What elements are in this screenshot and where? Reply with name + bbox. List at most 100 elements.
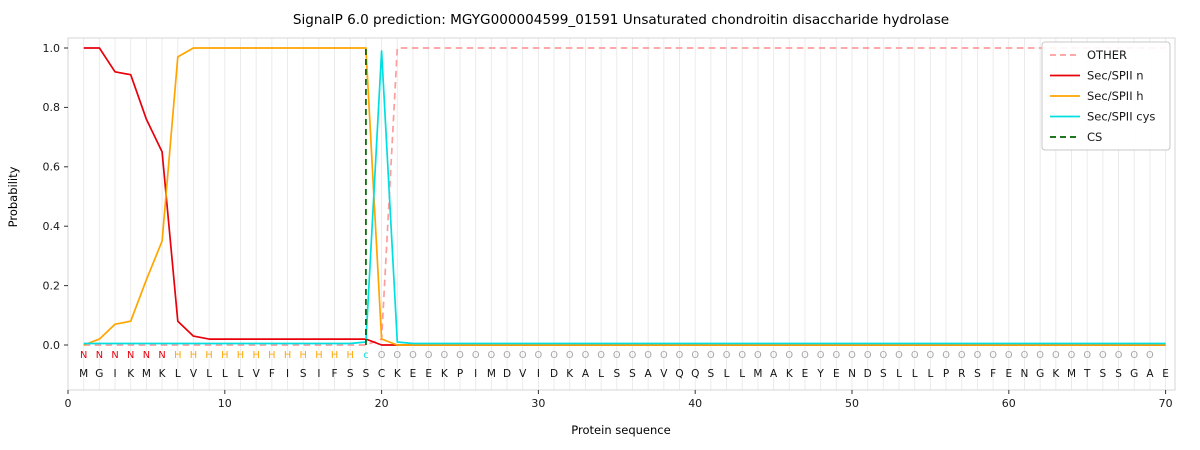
residue-letter: E <box>1162 368 1169 380</box>
residue-letter: G <box>1036 368 1044 380</box>
region-label: H <box>284 350 291 361</box>
region-label: N <box>80 350 87 361</box>
region-label: O <box>519 350 527 361</box>
residue-letter: M <box>79 368 88 380</box>
residue-letter: A <box>582 368 590 380</box>
region-label: O <box>1052 350 1060 361</box>
residue-letter: S <box>629 368 636 380</box>
residue-letter: I <box>537 368 540 380</box>
residue-letter: R <box>958 368 965 380</box>
y-tick-label: 0.8 <box>43 101 61 114</box>
residue-letter: S <box>1100 368 1107 380</box>
region-label: O <box>1036 350 1044 361</box>
region-label: O <box>738 350 746 361</box>
residue-letter: K <box>127 368 135 380</box>
region-label: O <box>927 350 935 361</box>
region-label: O <box>770 350 778 361</box>
region-label: O <box>440 350 448 361</box>
region-label: H <box>315 350 322 361</box>
residue-letter: K <box>566 368 574 380</box>
legend-label: CS <box>1087 130 1102 144</box>
residue-letter: S <box>974 368 981 380</box>
residue-letter: M <box>753 368 762 380</box>
region-label: N <box>143 350 150 361</box>
region-label: O <box>456 350 464 361</box>
residue-letter: L <box>598 368 604 380</box>
residue-letter: L <box>175 368 181 380</box>
legend-item-cs: CS <box>1050 130 1102 144</box>
residue-letter: L <box>238 368 244 380</box>
region-label: O <box>393 350 401 361</box>
region-label: H <box>174 350 181 361</box>
region-label: O <box>848 350 856 361</box>
region-label: O <box>535 350 543 361</box>
residue-letter: S <box>1115 368 1122 380</box>
residue-letter: M <box>487 368 496 380</box>
x-tick-label: 70 <box>1159 397 1173 410</box>
residue-letter: S <box>347 368 354 380</box>
region-label: O <box>1115 350 1123 361</box>
residue-letter: G <box>1130 368 1138 380</box>
residue-letter: F <box>332 368 338 380</box>
region-label: H <box>237 350 244 361</box>
region-label: H <box>268 350 275 361</box>
x-tick-label: 20 <box>375 397 389 410</box>
region-label: O <box>550 350 558 361</box>
region-label: O <box>1021 350 1029 361</box>
residue-letter: N <box>1021 368 1029 380</box>
residue-letter: D <box>503 368 511 380</box>
region-label: O <box>1146 350 1154 361</box>
region-label: O <box>409 350 417 361</box>
region-label: O <box>832 350 840 361</box>
x-tick-label: 30 <box>531 397 545 410</box>
x-axis-label: Protein sequence <box>571 423 670 437</box>
region-label: O <box>425 350 433 361</box>
region-label: O <box>707 350 715 361</box>
residue-letter: L <box>927 368 933 380</box>
residue-letter: S <box>613 368 620 380</box>
residue-letter: L <box>222 368 228 380</box>
residue-letter: E <box>425 368 432 380</box>
plot-area: 0 10 20 30 40 50 60 700.00.20.40.60.81.0NMNGNIN… <box>43 37 1176 410</box>
residue-letter: S <box>880 368 887 380</box>
region-label: O <box>1099 350 1107 361</box>
residue-letter: A <box>770 368 778 380</box>
residue-letter: E <box>833 368 840 380</box>
residue-letter: K <box>159 368 167 380</box>
region-label: O <box>895 350 903 361</box>
region-label: O <box>879 350 887 361</box>
y-axis-label: Probability <box>6 166 20 227</box>
residue-letter: K <box>786 368 794 380</box>
region-label: O <box>676 350 684 361</box>
region-label: O <box>801 350 809 361</box>
legend-label: Sec/SPII n <box>1087 69 1144 83</box>
x-tick-label: 60 <box>1002 397 1016 410</box>
legend-label: Sec/SPII cys <box>1087 110 1155 124</box>
region-label: O <box>785 350 793 361</box>
residue-letter: F <box>990 368 996 380</box>
residue-letter: I <box>113 368 116 380</box>
legend-label: Sec/SPII h <box>1087 89 1144 103</box>
region-label: c <box>363 350 368 361</box>
residue-letter: L <box>739 368 745 380</box>
residue-letter: K <box>394 368 402 380</box>
residue-letter: N <box>848 368 856 380</box>
residue-letter: F <box>269 368 275 380</box>
residue-letter: E <box>410 368 417 380</box>
region-label: H <box>252 350 259 361</box>
residue-letter: Y <box>816 368 824 380</box>
region-label: O <box>613 350 621 361</box>
residue-letter: E <box>802 368 809 380</box>
residue-letter: A <box>645 368 653 380</box>
region-label: O <box>378 350 386 361</box>
y-tick-label: 0.0 <box>43 339 61 352</box>
residue-letter: L <box>206 368 212 380</box>
residue-letter: I <box>286 368 289 380</box>
region-label: O <box>487 350 495 361</box>
region-label: H <box>221 350 228 361</box>
residue-letter: A <box>1146 368 1154 380</box>
residue-letter: S <box>363 368 370 380</box>
chart-title: SignalP 6.0 prediction: MGYG000004599_01… <box>293 12 949 28</box>
region-label: H <box>190 350 197 361</box>
